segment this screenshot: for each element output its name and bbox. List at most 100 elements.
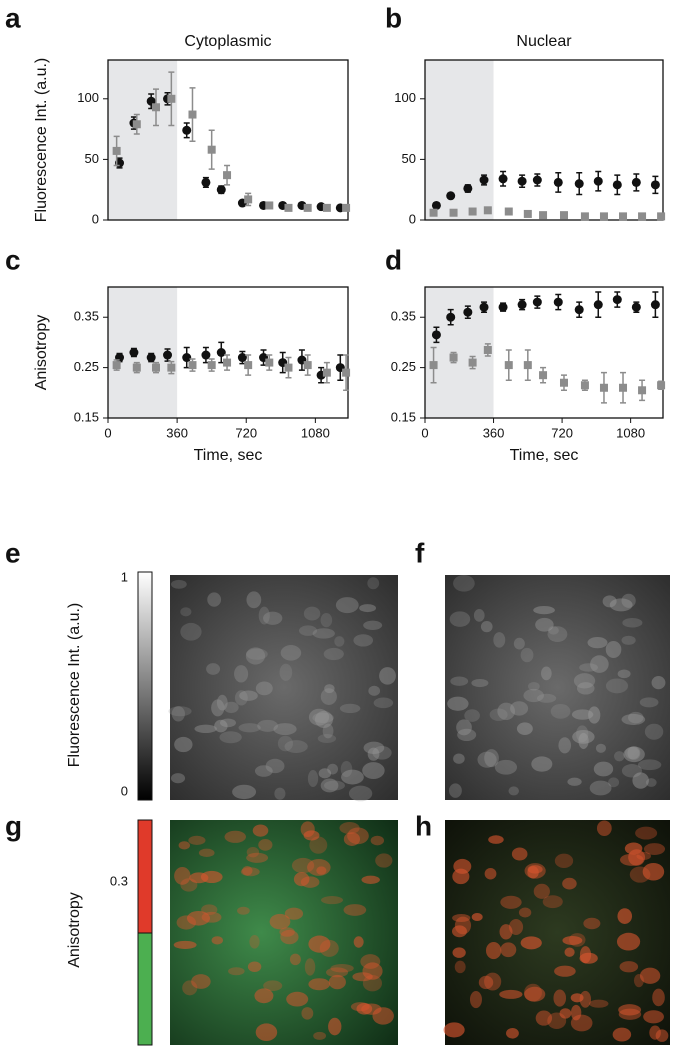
cell xyxy=(214,719,228,733)
cell xyxy=(516,722,533,735)
cell xyxy=(194,724,217,734)
point xyxy=(265,201,274,210)
point xyxy=(657,212,666,221)
cell xyxy=(363,741,385,755)
panel-letter: e xyxy=(5,537,21,568)
cell xyxy=(608,777,620,788)
cell xyxy=(643,1010,664,1024)
point xyxy=(498,174,508,184)
point xyxy=(322,203,331,212)
point xyxy=(517,176,527,186)
cell xyxy=(211,699,225,717)
point xyxy=(532,175,542,185)
x-tick-label: 720 xyxy=(235,425,257,440)
point xyxy=(559,378,568,387)
cell xyxy=(252,824,269,837)
cell xyxy=(447,696,469,711)
cell xyxy=(353,936,364,948)
cell xyxy=(550,703,571,719)
cell xyxy=(533,883,550,899)
y-tick-label: 100 xyxy=(77,90,99,105)
cell xyxy=(265,758,285,774)
cell xyxy=(255,681,273,696)
point xyxy=(574,305,584,315)
point xyxy=(523,209,532,218)
cell xyxy=(237,906,250,915)
cell xyxy=(249,935,260,949)
cell xyxy=(284,907,304,920)
colorbar-label: Fluorescence Int. (a.u.) xyxy=(66,603,83,768)
point xyxy=(539,211,548,220)
colorbar-label: Anisotropy xyxy=(66,892,83,968)
cell xyxy=(323,647,344,661)
cell xyxy=(602,595,617,608)
cell xyxy=(621,635,636,645)
cell xyxy=(316,866,327,875)
cell xyxy=(303,606,321,621)
point xyxy=(599,383,608,392)
cell xyxy=(322,723,334,739)
cell xyxy=(510,701,529,716)
point xyxy=(468,358,477,367)
cell xyxy=(619,961,639,973)
cell xyxy=(173,940,197,949)
point xyxy=(612,295,622,305)
cell xyxy=(535,617,554,632)
cell xyxy=(180,607,192,617)
point xyxy=(182,125,192,135)
cell xyxy=(621,713,646,725)
cell xyxy=(593,761,614,777)
cell xyxy=(500,942,517,958)
point xyxy=(284,203,293,212)
cell xyxy=(352,972,373,982)
cell xyxy=(473,608,485,622)
point xyxy=(559,211,568,220)
point xyxy=(593,300,603,310)
cell xyxy=(448,783,462,798)
cell xyxy=(372,745,392,760)
frame xyxy=(107,59,349,221)
cell xyxy=(174,736,193,753)
cell xyxy=(499,924,513,940)
cell xyxy=(320,688,337,705)
chart-title: Nuclear xyxy=(516,33,572,50)
x-tick-label: 1080 xyxy=(616,425,645,440)
point xyxy=(201,177,211,187)
cell xyxy=(279,663,293,681)
y-axis-label: Fluorescence Int. (a.u.) xyxy=(33,58,50,223)
cell xyxy=(451,925,467,938)
y-tick-label: 0.25 xyxy=(74,359,99,374)
cell xyxy=(223,701,239,714)
panel-letter: h xyxy=(415,810,432,841)
frame xyxy=(107,286,349,419)
point xyxy=(167,363,176,372)
cell xyxy=(554,853,574,869)
point xyxy=(517,300,527,310)
point xyxy=(342,368,351,377)
colorbar-red xyxy=(137,819,153,934)
cell xyxy=(301,1007,314,1020)
cell xyxy=(542,895,563,909)
cell xyxy=(254,765,273,777)
cell xyxy=(273,723,297,736)
cell xyxy=(484,972,502,991)
point xyxy=(112,361,121,370)
cell xyxy=(191,974,211,989)
point xyxy=(593,176,603,186)
cell xyxy=(617,908,633,924)
cell xyxy=(182,980,198,996)
point xyxy=(244,195,253,204)
cell xyxy=(289,953,301,966)
point xyxy=(129,348,139,357)
x-tick-label: 0 xyxy=(104,425,111,440)
cell xyxy=(499,989,523,999)
point xyxy=(446,191,456,201)
cell xyxy=(622,617,643,628)
cell xyxy=(308,935,331,953)
point xyxy=(539,371,548,380)
x-tick-label: 360 xyxy=(166,425,188,440)
cell xyxy=(258,838,273,851)
cell xyxy=(489,708,508,721)
cell xyxy=(180,622,202,641)
cell xyxy=(452,868,470,885)
